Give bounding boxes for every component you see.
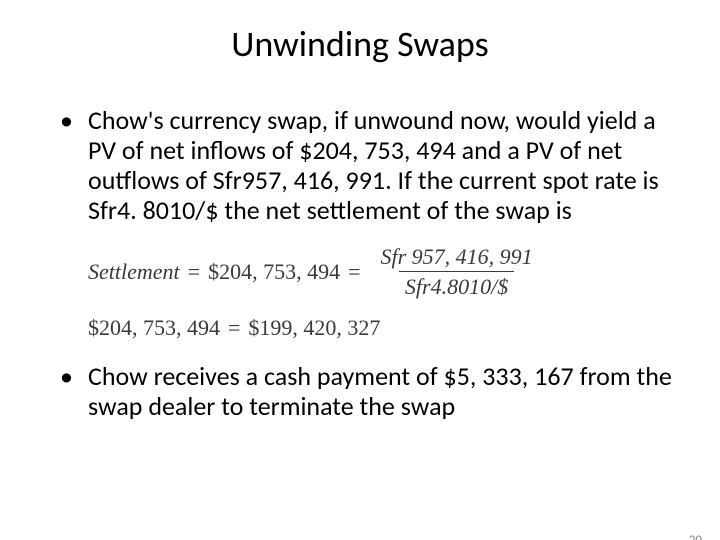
equals-sign: = <box>220 315 248 340</box>
bullet-item: Chow's currency swap, if unwound now, wo… <box>60 106 680 226</box>
formula-block: Settlement = $204, 753, 494 = Sfr 957, 4… <box>60 244 680 341</box>
fraction-denominator: Sfr4.8010/$ <box>399 271 514 299</box>
page-number: 20 <box>689 533 702 540</box>
fraction-numerator: Sfr 957, 416, 991 <box>374 244 538 271</box>
fraction: Sfr 957, 416, 991 Sfr4.8010/$ <box>374 244 538 300</box>
bullet-list: Chow's currency swap, if unwound now, wo… <box>60 106 680 226</box>
formula-line-2: $204, 753, 494 = $199, 420, 327 <box>88 315 680 340</box>
bullet-list: Chow receives a cash payment of $5, 333,… <box>60 362 680 422</box>
formula-lhs-value: $204, 753, 494 <box>208 259 340 284</box>
equals-sign: = <box>340 259 368 284</box>
formula-line-1: Settlement = $204, 753, 494 = Sfr 957, 4… <box>88 244 680 300</box>
equals-sign: = <box>180 259 208 284</box>
formula-line2-lhs: $204, 753, 494 <box>88 315 220 340</box>
slide: Unwinding Swaps Chow's currency swap, if… <box>0 22 720 540</box>
slide-title: Unwinding Swaps <box>0 22 720 66</box>
formula-label: Settlement <box>88 259 180 284</box>
formula-line2-rhs: $199, 420, 327 <box>248 315 380 340</box>
slide-body: Chow's currency swap, if unwound now, wo… <box>0 106 720 422</box>
bullet-item: Chow receives a cash payment of $5, 333,… <box>60 362 680 422</box>
